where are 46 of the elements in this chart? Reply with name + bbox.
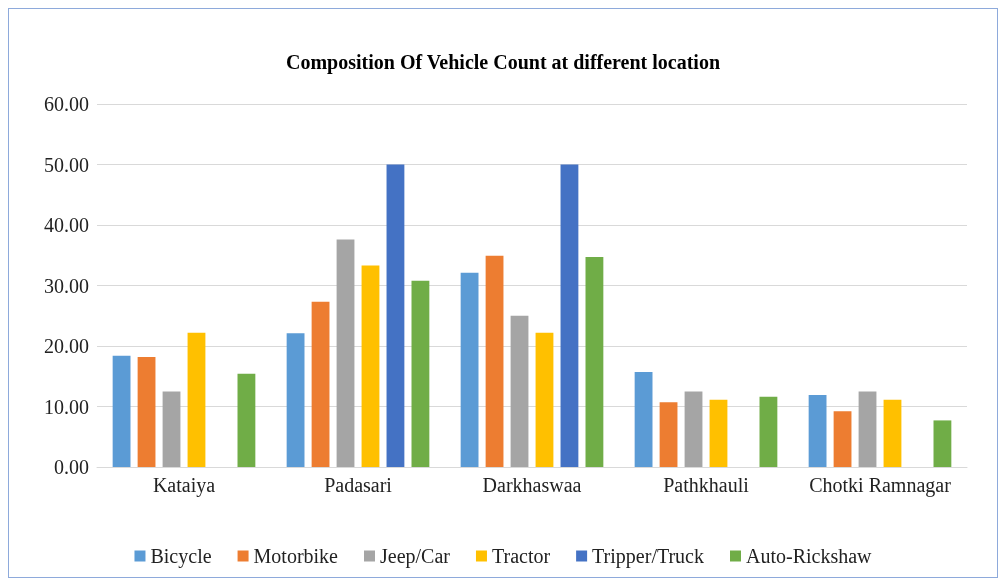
bar xyxy=(833,411,852,467)
bar xyxy=(510,315,529,467)
x-tick-label: Chotki Ramnagar xyxy=(809,474,952,497)
y-tick-label: 30.00 xyxy=(44,274,89,297)
bar xyxy=(659,402,678,467)
x-tick-label: Darkhaswaa xyxy=(482,474,582,496)
bar xyxy=(485,255,504,467)
bar xyxy=(336,239,355,467)
x-tick-label: Padasari xyxy=(324,474,393,496)
x-tick-label: Pathkhauli xyxy=(663,474,750,496)
bar xyxy=(187,332,206,467)
bar xyxy=(460,272,479,467)
bar xyxy=(634,372,653,467)
bar xyxy=(883,399,902,467)
y-tick-label: 40.00 xyxy=(44,214,89,236)
bar xyxy=(311,301,330,467)
legend-label: Auto-Rickshaw xyxy=(745,545,873,567)
y-tick-label: 0.00 xyxy=(54,456,89,478)
bar xyxy=(137,356,156,467)
bar xyxy=(684,391,703,467)
bar xyxy=(858,391,877,467)
y-tick-label: 50.00 xyxy=(44,153,89,176)
legend-label: Tractor xyxy=(491,545,551,567)
legend-label: Motorbike xyxy=(253,545,339,567)
legend-label: Jeep/Car xyxy=(380,545,451,568)
bar xyxy=(162,391,181,467)
y-tick-label: 60.00 xyxy=(44,93,89,115)
bar xyxy=(411,280,430,467)
legend-label: Bicycle xyxy=(150,545,212,568)
y-tick-label: 20.00 xyxy=(44,335,89,357)
bar xyxy=(237,373,256,467)
bar xyxy=(759,396,778,467)
chart-title: Composition Of Vehicle Count at different location xyxy=(285,51,721,74)
bar xyxy=(286,333,305,467)
bar xyxy=(535,332,554,467)
bar xyxy=(933,420,952,467)
bar xyxy=(386,164,405,467)
bar xyxy=(709,399,728,467)
bar xyxy=(560,164,579,467)
legend-label: Tripper/Truck xyxy=(592,545,704,568)
bar xyxy=(808,395,827,467)
bar xyxy=(112,355,131,467)
bar xyxy=(361,265,380,467)
y-tick-label: 10.00 xyxy=(44,395,89,418)
bar xyxy=(585,257,604,467)
x-tick-label: Kataiya xyxy=(152,474,216,497)
